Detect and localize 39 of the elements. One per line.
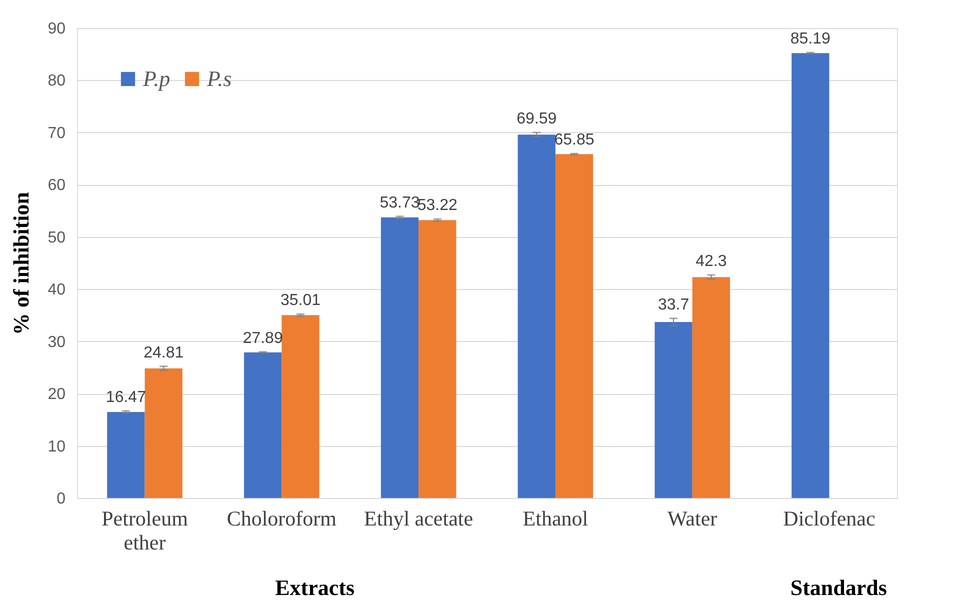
y-tick-label: 60 <box>48 177 66 194</box>
y-tick-label: 10 <box>48 438 66 456</box>
y-tick-label: 50 <box>48 229 66 246</box>
y-tick-label: 90 <box>48 20 66 38</box>
data-label: 42.3 <box>696 253 727 270</box>
x-tick-label: Water <box>668 506 718 530</box>
bar <box>244 352 282 498</box>
bar <box>654 322 692 498</box>
bar <box>282 315 320 498</box>
bar <box>418 220 456 498</box>
y-tick-label: 40 <box>48 282 66 299</box>
x-tick-label: Choloroform <box>226 506 336 530</box>
data-label: 85.19 <box>790 30 831 48</box>
text: Extracts <box>275 575 355 600</box>
y-tick-label: 20 <box>48 386 66 404</box>
y-axis-title: % of inhibition <box>8 192 34 336</box>
data-label: 69.59 <box>516 110 557 128</box>
y-tick-label: 30 <box>48 334 66 351</box>
x-tick-label: Petroleum ether <box>102 506 188 554</box>
legend-label: P.p <box>142 66 170 91</box>
bar <box>144 368 182 498</box>
bar <box>380 217 419 498</box>
data-label: 33.7 <box>658 296 690 314</box>
bar <box>792 53 830 498</box>
bar <box>555 154 594 498</box>
legend-label: P.s <box>206 66 232 91</box>
bar <box>518 134 556 498</box>
y-tick-label: 80 <box>48 72 66 90</box>
bar <box>107 412 145 498</box>
data-label: 35.01 <box>280 292 321 310</box>
data-label: 24.81 <box>144 344 184 362</box>
text: Standards <box>790 575 888 600</box>
y-tick-label: 70 <box>48 124 66 142</box>
y-tick-label: 0 <box>56 490 66 508</box>
x-tick-label: Ethanol <box>522 506 588 530</box>
data-label: 53.22 <box>417 197 458 214</box>
bar <box>692 277 730 498</box>
x-tick-label: Ethyl acetate <box>364 506 474 530</box>
x-tick-label: Diclofenac <box>783 506 876 530</box>
